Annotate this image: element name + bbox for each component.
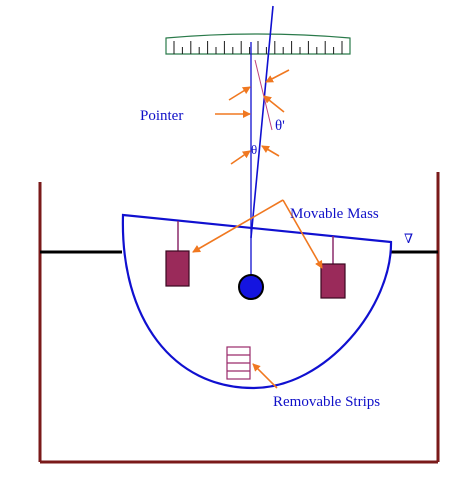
movable-mass-left xyxy=(165,221,190,287)
pointer-label: Pointer xyxy=(140,108,183,124)
mass-block-icon xyxy=(320,263,346,299)
removable-strips-label: Removable Strips xyxy=(273,394,380,410)
pointer-line xyxy=(250,5,274,239)
mass-block-icon xyxy=(165,250,190,287)
theta-prime-label: θ' xyxy=(275,118,285,134)
movable-mass-label: Movable Mass xyxy=(290,206,379,222)
theta-label: θ xyxy=(251,142,257,157)
strip-stack-icon xyxy=(226,346,251,380)
inverted-triangle-icon: ∇ xyxy=(404,231,413,246)
heel-reference-line xyxy=(254,59,273,131)
ship-hull xyxy=(121,213,393,390)
water-tank xyxy=(38,172,440,464)
annotation-arrows xyxy=(192,69,323,389)
angle-scale xyxy=(165,33,351,55)
scale-ticks xyxy=(173,41,343,54)
pivot-circle-icon xyxy=(238,274,264,300)
movable-mass-right xyxy=(320,236,346,299)
